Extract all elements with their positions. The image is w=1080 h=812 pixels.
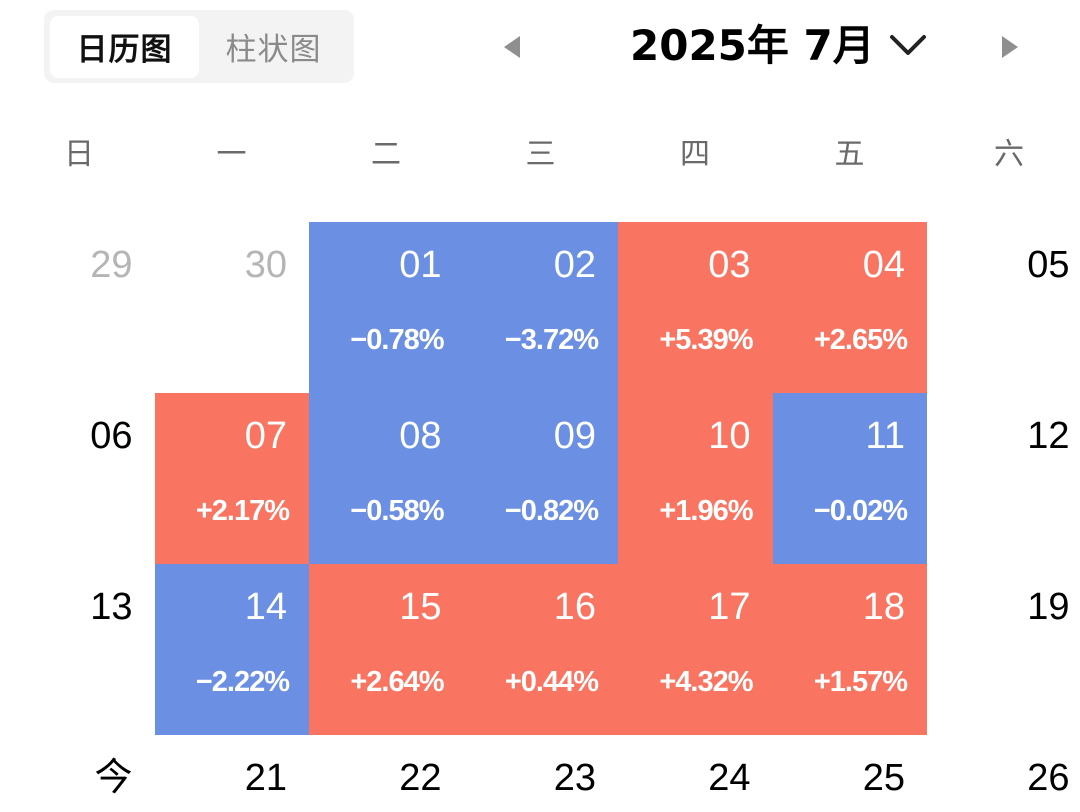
day-number: 07 xyxy=(244,415,287,457)
day-number: 12 xyxy=(1027,415,1070,457)
calendar-day-cell[interactable]: 24 xyxy=(618,735,773,812)
weekday-label: 四 xyxy=(680,137,710,172)
daily-change-percent: +4.32% xyxy=(659,666,753,698)
day-number: 24 xyxy=(708,757,751,799)
day-number: 19 xyxy=(1027,586,1070,628)
day-number: 08 xyxy=(399,415,442,457)
daily-change-percent: +2.17% xyxy=(195,495,290,527)
weekday-label: 六 xyxy=(994,137,1024,172)
calendar-day-cell[interactable]: 19 xyxy=(927,564,1080,735)
calendar-day-cell[interactable]: 18 +1.57% xyxy=(772,564,927,735)
day-number: 10 xyxy=(708,415,751,457)
calendar-day-cell[interactable]: 09 −0.82% xyxy=(463,393,618,564)
calendar-day-cell[interactable]: 14 −2.22% xyxy=(154,564,309,735)
previous-month-button[interactable] xyxy=(498,30,528,64)
calendar-day-cell[interactable]: 02 −3.72% xyxy=(463,222,618,393)
day-number: 09 xyxy=(553,415,596,457)
calendar-day-cell[interactable]: 11 −0.02% xyxy=(772,393,927,564)
day-number: 15 xyxy=(399,586,442,628)
day-number: 02 xyxy=(553,244,596,286)
day-number: 今 xyxy=(94,757,133,799)
calendar-day-cell[interactable]: 06 xyxy=(0,393,155,564)
daily-change-percent: +2.65% xyxy=(813,324,908,356)
calendar-day-cell[interactable]: 16 +0.44% xyxy=(463,564,618,735)
weekday-label: 一 xyxy=(216,137,247,172)
day-number: 04 xyxy=(862,244,905,286)
daily-change-percent: −0.82% xyxy=(504,495,599,527)
tab-calendar-view[interactable]: 日历图 xyxy=(50,15,199,78)
day-number: 29 xyxy=(90,244,133,286)
calendar-day-cell[interactable]: 今 xyxy=(0,735,155,812)
tab-bar-chart-view[interactable]: 柱状图 xyxy=(225,32,322,68)
weekday-label: 二 xyxy=(371,137,401,172)
chevron-down-icon xyxy=(890,35,926,55)
calendar-day-cell[interactable]: 23 xyxy=(464,735,619,812)
weekday-label: 三 xyxy=(525,137,556,172)
calendar-day-cell[interactable]: 15 +2.64% xyxy=(309,564,464,735)
calendar-day-cell[interactable]: 08 −0.58% xyxy=(309,393,464,564)
day-number: 03 xyxy=(708,244,751,286)
day-number: 23 xyxy=(553,757,596,799)
weekday-label: 五 xyxy=(834,137,865,172)
calendar-day-cell[interactable]: 30 xyxy=(155,222,310,393)
day-number: 11 xyxy=(865,415,905,457)
day-number: 05 xyxy=(1027,244,1070,286)
daily-change-percent: +1.96% xyxy=(659,495,753,527)
day-number: 17 xyxy=(708,586,751,628)
day-number: 22 xyxy=(399,757,442,799)
daily-change-percent: −0.02% xyxy=(813,495,908,527)
day-number: 01 xyxy=(399,244,442,286)
weekday-label: 日 xyxy=(64,137,94,172)
day-number: 06 xyxy=(90,415,133,457)
daily-change-percent: +0.44% xyxy=(504,666,599,698)
daily-change-percent: +5.39% xyxy=(659,324,753,356)
daily-change-percent: −3.72% xyxy=(504,324,599,356)
calendar-day-cell[interactable]: 10 +1.96% xyxy=(618,393,773,564)
calendar-day-cell[interactable]: 26 xyxy=(927,735,1080,812)
calendar-day-cell[interactable]: 07 +2.17% xyxy=(154,393,309,564)
calendar-day-cell[interactable]: 22 xyxy=(309,735,464,812)
calendar-day-cell[interactable]: 21 xyxy=(155,735,310,812)
next-month-button[interactable] xyxy=(994,30,1024,64)
calendar-day-cell[interactable]: 29 xyxy=(0,222,155,393)
calendar-day-cell[interactable]: 05 xyxy=(927,222,1080,393)
view-toggle: 日历图 柱状图 xyxy=(44,10,354,83)
calendar-day-cell[interactable]: 17 +4.32% xyxy=(618,564,773,735)
daily-change-percent: −0.78% xyxy=(350,324,444,356)
month-picker-button[interactable] xyxy=(886,28,930,62)
calendar-day-cell[interactable]: 01 −0.78% xyxy=(309,222,464,393)
daily-change-percent: +2.64% xyxy=(350,666,444,698)
day-number: 21 xyxy=(244,757,287,799)
day-number: 26 xyxy=(1027,757,1070,799)
day-number: 30 xyxy=(244,244,287,286)
day-number: 18 xyxy=(862,586,905,628)
daily-change-percent: −0.58% xyxy=(350,495,444,527)
month-title[interactable]: 2025年 7月 xyxy=(630,21,875,70)
calendar-day-cell[interactable]: 03 +5.39% xyxy=(618,222,773,393)
day-number: 16 xyxy=(553,586,596,628)
triangle-left-icon xyxy=(504,36,520,58)
calendar-day-cell[interactable]: 25 xyxy=(773,735,928,812)
calendar-day-cell[interactable]: 13 xyxy=(0,564,155,735)
day-number: 25 xyxy=(862,757,905,799)
calendar-day-cell[interactable]: 12 xyxy=(927,393,1080,564)
day-number: 14 xyxy=(244,586,287,628)
day-number: 13 xyxy=(90,586,133,628)
daily-change-percent: −2.22% xyxy=(195,666,290,698)
daily-change-percent: +1.57% xyxy=(813,666,908,698)
calendar-day-cell[interactable]: 04 +2.65% xyxy=(772,222,927,393)
triangle-right-icon xyxy=(1002,36,1018,58)
